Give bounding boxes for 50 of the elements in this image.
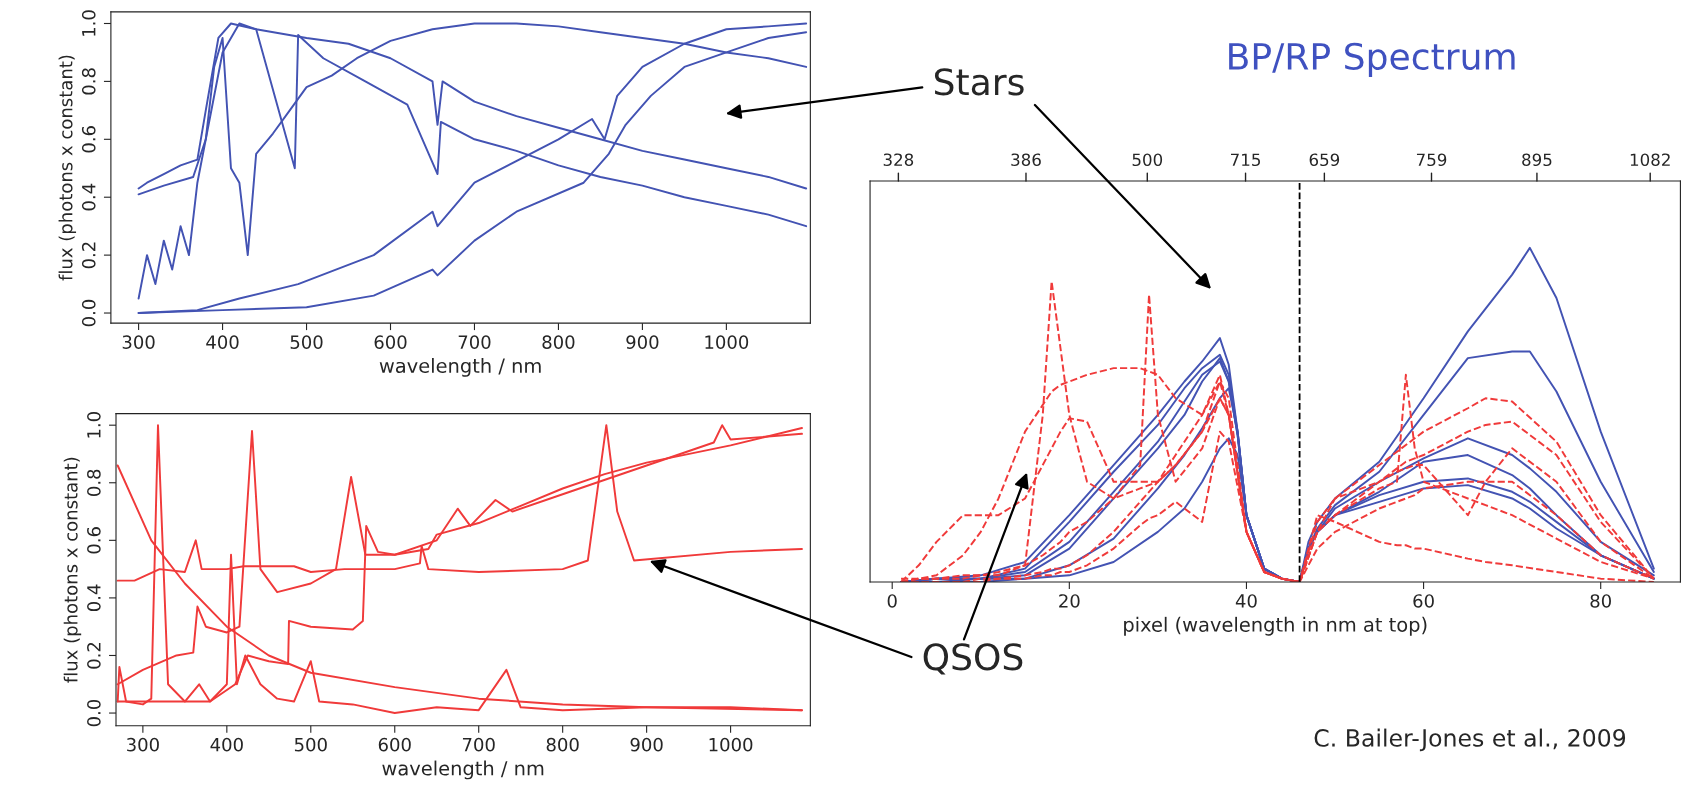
text: Stars (934, 68, 1024, 96)
x-tick-label: 600 (378, 737, 411, 752)
x-tick-label: 800 (546, 737, 579, 752)
y-tick-label: 0.4 (87, 584, 101, 612)
text: 386 (1011, 153, 1041, 167)
y-tick-label: 1.0 (81, 10, 96, 36)
y-tick-label: 0.2 (87, 642, 101, 669)
y-tick-label: 0.2 (81, 242, 96, 269)
x-tick-label: 500 (294, 737, 327, 752)
x-tick-label: 0 (887, 594, 897, 608)
y-tick-label: 0.0 (87, 699, 101, 727)
x-tick-label: 20 (1059, 594, 1080, 608)
x-tick-label: 300 (122, 335, 155, 349)
x-tick-label: 400 (206, 335, 239, 349)
x-tick-label: 40 (1235, 594, 1257, 608)
x-axis-title: wavelength / nm (382, 760, 544, 780)
x-tick-label: 500 (290, 335, 323, 349)
x-tick-label: 400 (210, 737, 243, 752)
text: 715 (1231, 153, 1260, 167)
text: 328 (883, 153, 914, 167)
text: 895 (1522, 153, 1552, 167)
y-tick-label: 0.8 (81, 68, 96, 95)
text: 500 (1132, 153, 1163, 167)
y-tick-label: 0.6 (81, 126, 96, 153)
text: 1082 (1630, 153, 1670, 167)
chart-title: BP/RP Spectrum (1229, 42, 1515, 78)
x-tick-label: 700 (462, 737, 495, 752)
x-tick-label: 900 (630, 737, 663, 752)
x-tick-label: 900 (626, 335, 659, 349)
x-tick-label: 800 (542, 335, 575, 349)
x-tick-label: 300 (127, 737, 159, 752)
x-tick-label: 700 (458, 335, 491, 349)
y-tick-label: 0.6 (87, 527, 101, 554)
x-tick-label: 60 (1413, 594, 1434, 608)
text: 759 (1416, 153, 1447, 167)
x-tick-label: 1000 (705, 335, 749, 349)
text: QSOS (923, 643, 1023, 675)
x-tick-label: 600 (374, 335, 407, 349)
x-axis-title: pixel (wavelength in nm at top) (1124, 616, 1427, 636)
y-tick-label: 0.4 (81, 183, 96, 211)
y-axis-title: flux (photons x constant) (63, 457, 82, 683)
text: 659 (1309, 153, 1340, 167)
x-tick-label: 80 (1590, 594, 1611, 608)
y-tick-label: 0.8 (87, 469, 101, 496)
x-tick-label: 1000 (709, 737, 753, 752)
y-tick-label: 1.0 (87, 412, 101, 438)
text: C. Bailer-Jones et al., 2009 (1314, 728, 1626, 752)
x-axis-title: wavelength / nm (379, 357, 541, 377)
y-tick-label: 0.0 (81, 299, 96, 327)
y-axis-title: flux (photons x constant) (58, 55, 77, 281)
